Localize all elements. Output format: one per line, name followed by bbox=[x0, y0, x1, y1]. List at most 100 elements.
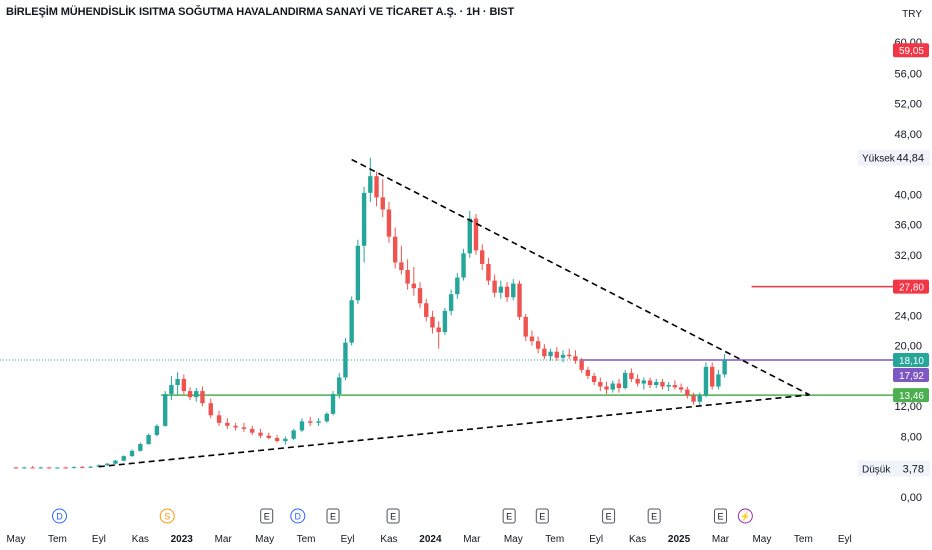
earnings-event-icon[interactable] bbox=[260, 508, 274, 524]
candle-body bbox=[703, 366, 709, 396]
candle-body bbox=[417, 288, 423, 304]
high-price-label-box bbox=[858, 149, 930, 166]
candle-body bbox=[299, 421, 305, 431]
candle-body bbox=[138, 444, 143, 451]
candle-body bbox=[405, 270, 410, 284]
price-badge-label: 18,10 bbox=[899, 356, 924, 367]
earnings-event-label: E bbox=[651, 512, 657, 522]
candle-body bbox=[80, 467, 85, 469]
x-tick-label: Tem bbox=[545, 534, 564, 545]
candle-body bbox=[535, 341, 541, 349]
candle-body bbox=[225, 422, 230, 426]
candle-body bbox=[349, 300, 354, 343]
trendline[interactable] bbox=[351, 158, 810, 396]
earnings-event-label: E bbox=[330, 512, 336, 522]
candle-body bbox=[709, 366, 715, 387]
candle-body bbox=[716, 374, 721, 387]
candle-body bbox=[200, 391, 205, 404]
earnings-event-icon[interactable] bbox=[535, 508, 549, 524]
candle-body bbox=[604, 386, 609, 390]
candle-body bbox=[194, 391, 199, 398]
x-tick-label: Kas bbox=[629, 534, 646, 545]
candle-body bbox=[46, 467, 52, 469]
candle-body bbox=[442, 310, 448, 333]
candle-body bbox=[498, 286, 504, 293]
y-tick-label: 48,00 bbox=[894, 129, 922, 141]
candle-body bbox=[368, 176, 373, 193]
candle-body bbox=[241, 427, 247, 429]
candle-body bbox=[660, 381, 665, 387]
candle-body bbox=[121, 456, 126, 461]
candle-body bbox=[560, 354, 566, 358]
price-badge-label: 27,80 bbox=[899, 283, 924, 294]
y-tick-label: 36,00 bbox=[894, 220, 922, 232]
candle-body bbox=[392, 236, 398, 263]
earnings-event-label: E bbox=[390, 512, 396, 522]
split-event-icon[interactable] bbox=[159, 508, 175, 524]
candle-body bbox=[411, 283, 417, 289]
candle-body bbox=[361, 192, 367, 246]
candle-body bbox=[22, 467, 27, 469]
y-tick-label: 56,00 bbox=[894, 68, 922, 80]
earnings-event-icon[interactable] bbox=[386, 508, 400, 524]
candle-body bbox=[291, 430, 296, 439]
earnings-event-icon[interactable] bbox=[326, 508, 340, 524]
candle-body bbox=[63, 467, 68, 469]
y-tick-label: 20,00 bbox=[894, 341, 922, 353]
candle-body bbox=[330, 394, 336, 414]
candle-body bbox=[343, 342, 348, 378]
y-tick-label: 40,00 bbox=[894, 189, 922, 201]
price-badge bbox=[893, 368, 929, 383]
earnings-event-icon[interactable] bbox=[602, 508, 616, 524]
candle-body bbox=[181, 378, 187, 392]
y-tick-label: 0,00 bbox=[901, 492, 922, 504]
candle-body bbox=[567, 354, 572, 357]
candle-body bbox=[666, 385, 671, 387]
earnings-event-label: E bbox=[264, 512, 270, 522]
candle-body bbox=[430, 316, 435, 328]
candle-body bbox=[542, 348, 547, 357]
candle-body bbox=[424, 303, 429, 317]
candle-body bbox=[55, 467, 60, 469]
candle-body bbox=[308, 421, 313, 423]
earnings-event-icon[interactable] bbox=[647, 508, 661, 524]
candle-body bbox=[154, 425, 160, 435]
low-price-label-value: 3,78 bbox=[903, 463, 924, 475]
price-badge bbox=[893, 353, 929, 368]
candle-body bbox=[455, 277, 460, 295]
candle-body bbox=[324, 413, 329, 422]
earnings-event-label: E bbox=[506, 512, 512, 522]
candle-body bbox=[585, 369, 591, 376]
price-badge bbox=[893, 279, 929, 294]
flash-event-label: ⚡ bbox=[740, 511, 751, 523]
flash-event-icon[interactable] bbox=[737, 508, 753, 524]
candle-body bbox=[573, 356, 578, 361]
candle-body bbox=[685, 389, 690, 396]
candle-body bbox=[316, 421, 321, 423]
candle-body bbox=[208, 403, 213, 416]
earnings-event-label: E bbox=[539, 512, 545, 522]
candle-body bbox=[610, 383, 615, 390]
candle-body bbox=[654, 381, 659, 386]
y-tick-label: 52,00 bbox=[894, 99, 922, 111]
earnings-event-icon[interactable] bbox=[713, 508, 727, 524]
earnings-event-label: E bbox=[717, 512, 723, 522]
x-tick-label: 2025 bbox=[668, 534, 691, 545]
trendline[interactable] bbox=[98, 394, 810, 468]
dividend-event-icon[interactable] bbox=[290, 508, 306, 524]
x-tick-label: Eyl bbox=[589, 534, 603, 545]
candle-body bbox=[504, 286, 510, 298]
earnings-event-icon[interactable] bbox=[502, 508, 516, 524]
price-badge bbox=[893, 388, 929, 403]
x-tick-label: Mar bbox=[712, 534, 730, 545]
candle-body bbox=[691, 395, 696, 402]
candle-body bbox=[13, 467, 19, 469]
candle-body bbox=[187, 391, 193, 398]
candle-body bbox=[486, 263, 491, 281]
dividend-event-icon[interactable] bbox=[52, 508, 68, 524]
candle-body bbox=[492, 280, 497, 293]
low-price-label-box bbox=[858, 460, 930, 477]
x-tick-label: May bbox=[7, 534, 26, 545]
candle-body bbox=[473, 218, 479, 251]
